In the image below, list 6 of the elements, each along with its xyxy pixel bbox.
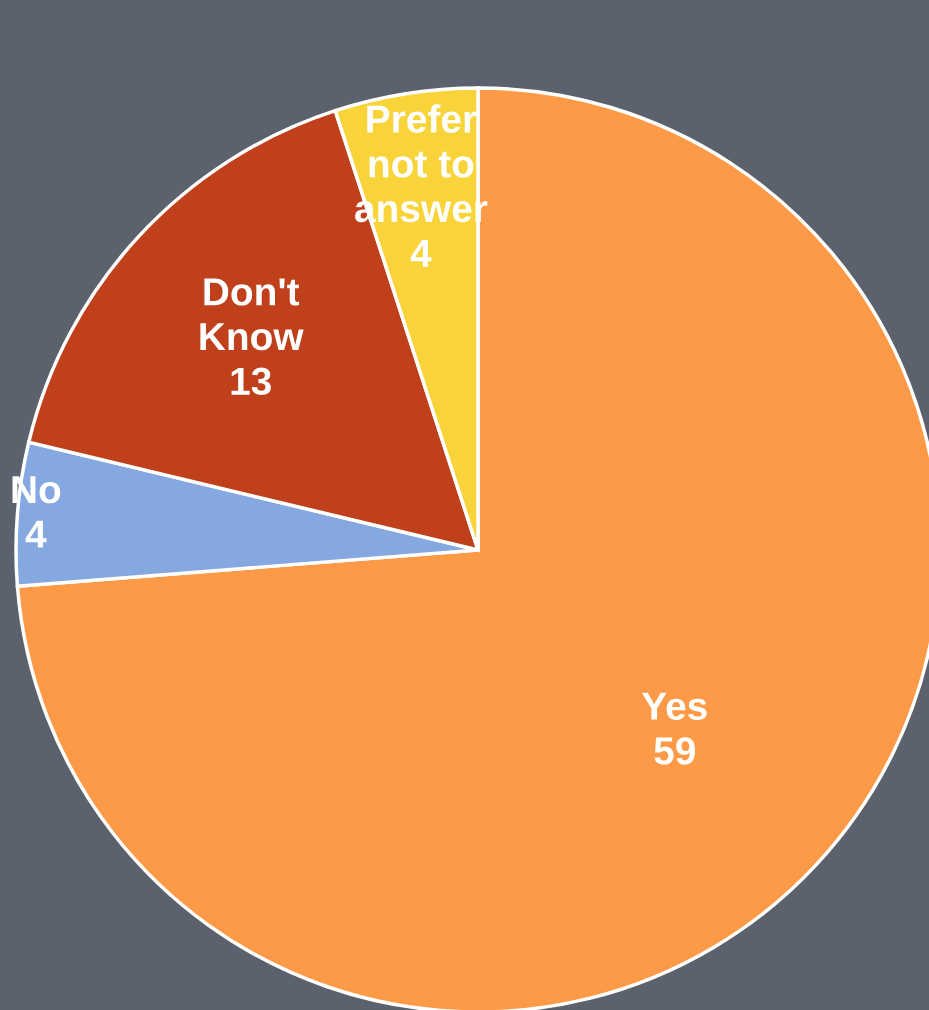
slice-label: Yes bbox=[641, 692, 707, 720]
data-label: 13 bbox=[231, 367, 271, 396]
data-label: 59 bbox=[654, 737, 695, 765]
slice-label: Don't Know bbox=[200, 278, 304, 351]
data-label: 4 bbox=[25, 520, 47, 548]
data-label: 4 bbox=[410, 239, 432, 267]
